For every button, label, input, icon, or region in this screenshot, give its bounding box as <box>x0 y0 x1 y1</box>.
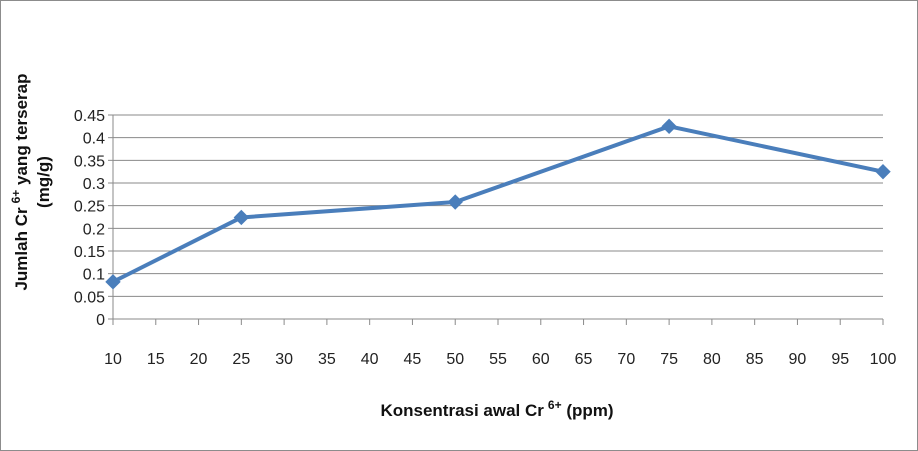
x-tick-label: 20 <box>190 351 208 368</box>
data-point-marker <box>233 209 250 226</box>
y-tick-label: 0.35 <box>74 153 105 170</box>
gridlines <box>113 114 883 297</box>
y-tick-label: 0.45 <box>74 108 105 125</box>
data-point-marker <box>105 274 121 290</box>
y-tick-label: 0.3 <box>83 176 105 193</box>
x-tick-labels: 10 15 20 25 30 35 40 45 50 55 60 65 70 75 80 85 90 95 100 <box>104 351 896 368</box>
x-tick-label: 40 <box>361 351 379 368</box>
y-tick-label: 0.1 <box>83 267 105 284</box>
x-tick-label: 25 <box>232 351 250 368</box>
y-tick-label: 0.05 <box>74 289 105 306</box>
x-tick-label: 85 <box>746 351 764 368</box>
x-tick-label: 45 <box>404 351 422 368</box>
series-layer <box>105 118 891 290</box>
x-axis-title: Konsentrasi awal Cr 6+ (ppm) <box>380 398 613 420</box>
y-tick-label: 0.4 <box>83 131 105 148</box>
x-tick-label: 95 <box>831 351 849 368</box>
y-axis-title-line2: (mg/g) <box>34 156 53 208</box>
x-tick-label: 100 <box>870 351 897 368</box>
x-tick-label: 10 <box>104 351 122 368</box>
data-point-marker <box>447 194 463 210</box>
y-tick-label: 0.25 <box>74 199 105 216</box>
y-tick-label: 0.2 <box>83 221 105 238</box>
data-point-marker <box>661 118 677 135</box>
x-tick-label: 60 <box>532 351 550 368</box>
x-tick-label: 30 <box>275 351 293 368</box>
x-tick-label: 55 <box>489 351 507 368</box>
y-tick-labels: 0 0.05 0.1 0.15 0.2 0.25 0.3 0.35 0.4 0.45 <box>74 108 105 329</box>
y-axis-title: Jumlah Cr6+ yang terserap <box>9 73 31 290</box>
y-axis-title-group: Jumlah Cr6+ yang terserap (mg/g) <box>9 73 53 290</box>
y-tick-label: 0 <box>96 312 105 329</box>
x-tick-label: 50 <box>446 351 464 368</box>
data-point-marker <box>875 163 891 180</box>
x-tick-label: 35 <box>318 351 336 368</box>
series-line <box>112 124 884 284</box>
x-tick-label: 80 <box>703 351 721 368</box>
x-tick-label: 65 <box>575 351 593 368</box>
x-tick-label: 90 <box>789 351 807 368</box>
x-tick-label: 70 <box>617 351 635 368</box>
y-tick-label: 0.15 <box>74 244 105 261</box>
x-tick-label: 75 <box>660 351 678 368</box>
x-tick-label: 15 <box>147 351 165 368</box>
